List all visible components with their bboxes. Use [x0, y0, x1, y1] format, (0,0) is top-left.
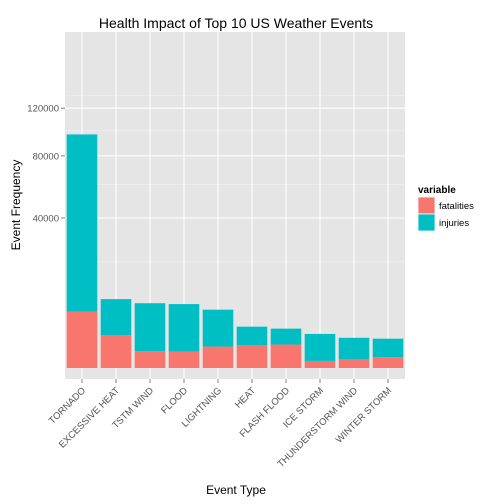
bar-fatalities-7 — [304, 360, 336, 368]
bar-injuries-8 — [338, 337, 370, 360]
bar-injuries-9 — [372, 338, 404, 358]
bar-fatalities-8 — [338, 359, 370, 368]
legend-key-injuries — [417, 213, 436, 232]
y-axis-ticks: 40000 80000 120000 — [27, 104, 65, 225]
bar-injuries-0 — [66, 134, 98, 312]
y-tick-label-2: 120000 — [27, 104, 59, 115]
bar-fatalities-9 — [372, 357, 404, 368]
bar-fatalities-2 — [134, 351, 166, 368]
bar-injuries-2 — [134, 303, 166, 352]
y-tick-label-0: 40000 — [33, 214, 59, 225]
legend-title: variable — [418, 185, 456, 196]
y-axis-title: Event Frequency — [9, 160, 23, 251]
bar-injuries-4 — [202, 309, 234, 347]
x-axis-title: Event Type — [206, 483, 266, 497]
y-tick-label-1: 80000 — [33, 151, 59, 162]
legend-label-fatalities: fatalities — [439, 201, 474, 212]
bar-fatalities-0 — [66, 311, 98, 368]
x-tick-label-3: FLOOD — [159, 385, 190, 416]
legend-label-injuries: injuries — [439, 218, 469, 229]
bar-fatalities-5 — [236, 345, 268, 368]
bar-fatalities-1 — [100, 335, 132, 368]
x-tick-label-5: HEAT — [233, 385, 258, 410]
bar-fatalities-4 — [202, 346, 234, 368]
bar-fatalities-3 — [168, 351, 200, 368]
bars — [66, 134, 404, 368]
legend-key-fatalities — [417, 196, 436, 215]
bar-injuries-7 — [304, 333, 336, 361]
bar-injuries-3 — [168, 304, 200, 352]
legend: variable fatalities injuries — [417, 185, 474, 232]
bar-injuries-1 — [100, 299, 132, 336]
bar-injuries-5 — [236, 326, 268, 346]
bar-injuries-6 — [270, 328, 302, 345]
chart-title: Health Impact of Top 10 US Weather Event… — [99, 15, 373, 31]
bar-fatalities-6 — [270, 344, 302, 368]
x-tick-label-1: EXCESSIVE HEAT — [57, 385, 122, 450]
